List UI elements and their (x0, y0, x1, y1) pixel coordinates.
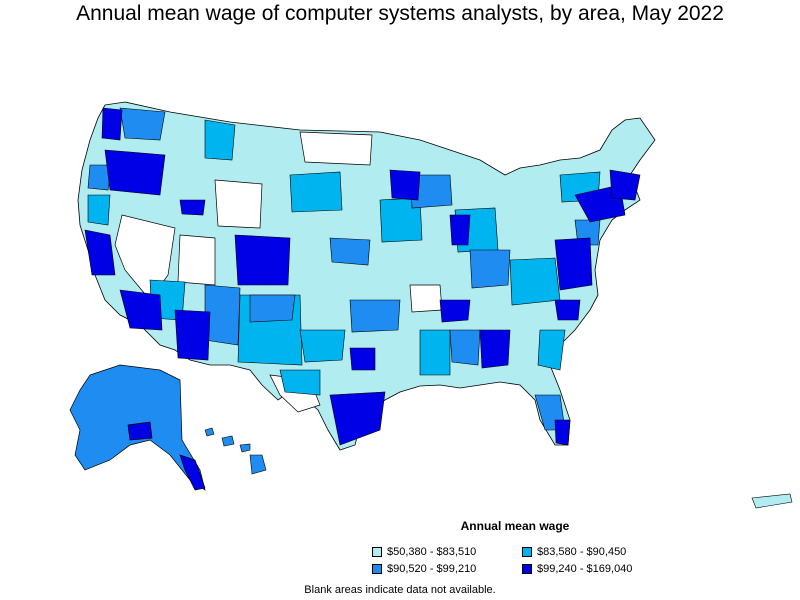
region-alaska-se (179, 454, 206, 491)
region-t2-7 (509, 257, 561, 306)
region-t3-1 (204, 284, 241, 346)
region-t3-3 (349, 299, 401, 333)
region-t4-dallas (349, 347, 376, 371)
legend-swatch-tier1 (372, 547, 382, 557)
hawaii (204, 427, 267, 475)
region-t2-4 (204, 119, 236, 161)
tier4-regions (84, 107, 641, 446)
legend-label-tier2: $83,580 - $90,450 (537, 546, 627, 558)
region-alaska-anchorage (127, 421, 153, 441)
region-t4-minneapolis (389, 169, 421, 201)
legend-item-tier2: $83,580 - $90,450 (522, 545, 672, 559)
region-hawaii-3 (239, 443, 251, 453)
region-t3-6 (449, 329, 481, 366)
region-t4-chicago (449, 214, 471, 246)
legend-swatch-tier2 (522, 547, 532, 557)
region-utah-blank (177, 234, 216, 286)
region-wyoming-blank (214, 179, 263, 229)
region-t2-12 (419, 329, 451, 376)
map-title: Annual mean wage of computer systems ana… (76, 2, 724, 25)
region-t4-dc (554, 237, 593, 291)
legend-swatch-tier3 (372, 564, 382, 574)
region-t4-arizona (174, 309, 211, 361)
legend-title: Annual mean wage (460, 519, 570, 533)
region-t4-nashville (439, 299, 471, 323)
legend-item-tier1: $50,380 - $83,510 (372, 545, 522, 559)
no-data-note: Blank areas indicate data not available. (304, 584, 496, 596)
region-t4-houston (329, 391, 386, 446)
legend-label-tier4: $99,240 - $169,040 (537, 563, 633, 575)
region-t3-2 (249, 294, 296, 323)
region-t4-colorado (234, 234, 291, 286)
alaska (69, 364, 206, 491)
region-t3-5 (469, 249, 511, 289)
region-arkansas-blank (409, 284, 443, 313)
legend-swatch-tier4 (522, 564, 532, 574)
region-t3-9 (87, 164, 113, 191)
region-t3-10 (119, 107, 166, 141)
region-t2-11 (87, 194, 111, 226)
region-t4-boston (609, 169, 641, 201)
puerto-rico (751, 493, 793, 509)
region-t4-la (119, 289, 163, 331)
region-hawaii-2 (221, 435, 235, 447)
region-hawaii-4 (249, 454, 267, 475)
region-t4-seattle (101, 107, 123, 141)
region-hawaii-1 (204, 427, 215, 437)
legend-label-tier1: $50,380 - $83,510 (387, 546, 477, 558)
region-t3-8 (329, 237, 371, 266)
region-t2-9 (279, 369, 321, 396)
region-t4-raleigh (554, 299, 581, 321)
region-t4-oregon (104, 149, 166, 196)
legend-label-tier3: $90,520 - $99,210 (387, 563, 477, 575)
region-t2-1 (289, 171, 343, 213)
region-t4-atlanta (479, 329, 511, 369)
region-puerto-rico (751, 493, 793, 509)
region-north-dakota-blank (299, 131, 373, 166)
legend-item-tier4: $99,240 - $169,040 (522, 562, 672, 576)
region-t2-8 (537, 329, 566, 371)
region-t4-bay-area (84, 229, 116, 276)
region-t4-boise (179, 199, 206, 216)
legend: $50,380 - $83,510 $83,580 - $90,450 $90,… (372, 545, 672, 576)
region-t2-3 (299, 329, 346, 363)
region-t4-florida (554, 419, 571, 446)
legend-item-tier3: $90,520 - $99,210 (372, 562, 522, 576)
